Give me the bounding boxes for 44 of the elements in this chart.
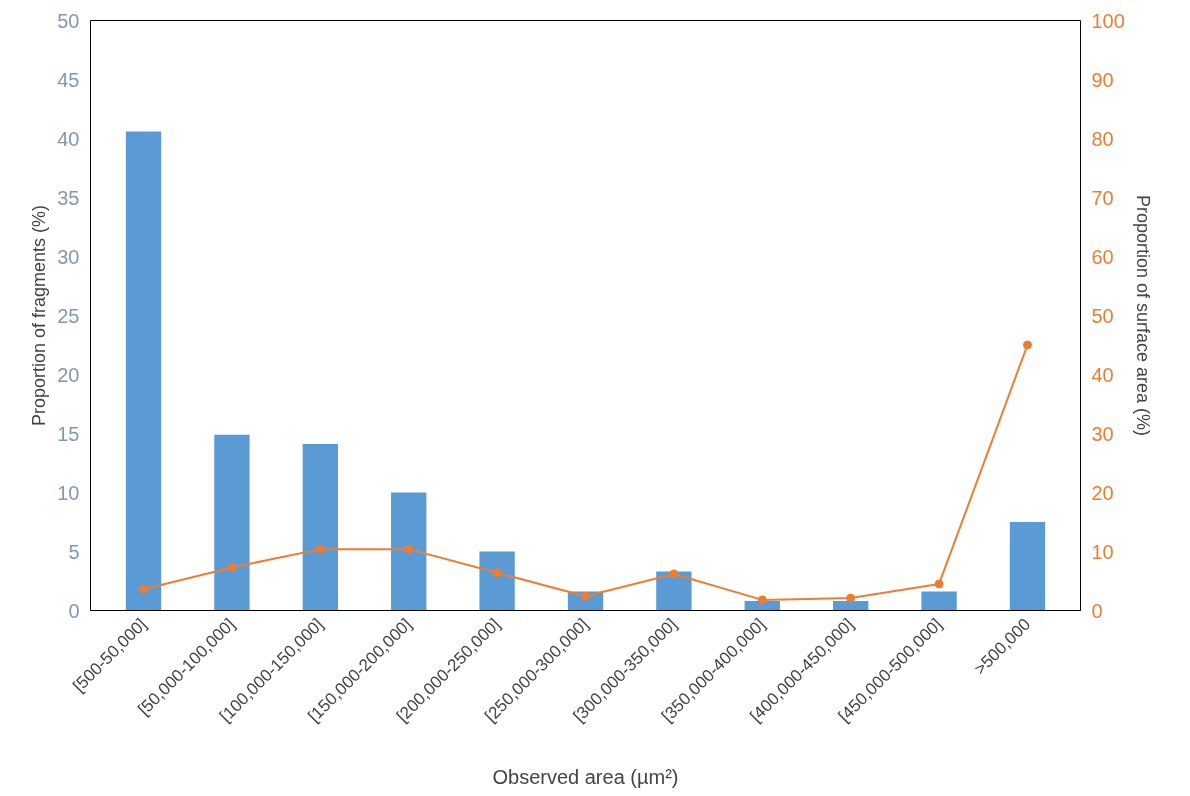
y-axis-title: Proportion of fragments (%) [29, 204, 50, 427]
y2-tick-label: 30 [1091, 422, 1114, 445]
y-tick-label: 20 [57, 363, 80, 386]
point [492, 568, 502, 578]
point [315, 544, 325, 554]
y-tick-label: 40 [57, 127, 80, 150]
bar [391, 492, 427, 611]
bar [1009, 522, 1046, 611]
bar [302, 444, 338, 611]
y2-tick-label: 100 [1091, 9, 1125, 32]
point [934, 579, 944, 589]
bar [479, 551, 515, 611]
y-tick-label: 30 [57, 245, 80, 268]
y-tick-label: 50 [57, 9, 80, 32]
y-tick-label: 45 [57, 68, 80, 91]
y2-axis-title: Proportion of surface area (%) [1132, 194, 1153, 437]
y2-tick-label: 40 [1091, 363, 1114, 386]
y-tick-label: 15 [57, 422, 80, 445]
point [404, 544, 414, 554]
y2-tick-label: 0 [1091, 599, 1103, 622]
y2-tick-label: 90 [1091, 68, 1114, 91]
y2-tick-label: 60 [1091, 245, 1114, 268]
point [227, 562, 237, 572]
x-axis-title: Observed area (µm²) [492, 765, 679, 788]
point [139, 584, 149, 594]
y2-tick-label: 20 [1091, 481, 1114, 504]
y-tick-label: 10 [57, 481, 80, 504]
bar [214, 434, 250, 611]
y-tick-label: 0 [68, 599, 80, 622]
bar [125, 131, 162, 611]
y-tick-label: 25 [57, 304, 80, 327]
point [846, 593, 856, 603]
bar [921, 591, 957, 611]
y-tick-label: 35 [57, 186, 80, 209]
y2-tick-label: 70 [1091, 186, 1114, 209]
bar [833, 601, 869, 611]
y2-tick-label: 80 [1091, 127, 1114, 150]
point [757, 595, 767, 605]
y-tick-label: 5 [68, 540, 80, 563]
y2-tick-label: 10 [1091, 540, 1114, 563]
point [669, 569, 679, 579]
point [1022, 340, 1032, 350]
y2-tick-label: 50 [1091, 304, 1114, 327]
bar [656, 571, 692, 611]
